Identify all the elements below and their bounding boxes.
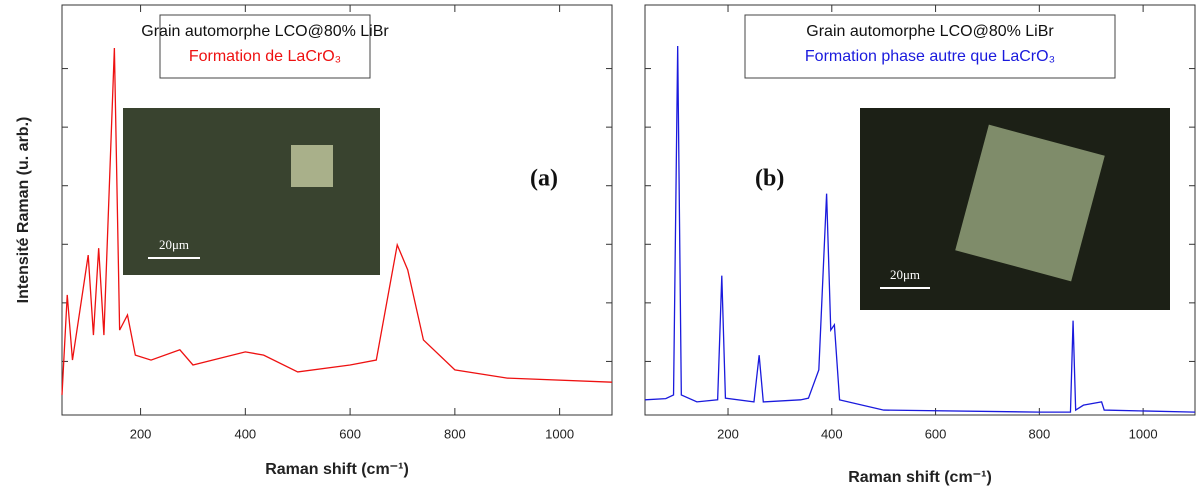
x-tick-label: 800 <box>444 426 466 441</box>
x-tick-label: 200 <box>717 426 739 441</box>
spectrum-line <box>644 45 1196 413</box>
legend-subtitle: Formation de LaCrO₃ <box>189 48 341 65</box>
plot-frame <box>644 4 1196 416</box>
x-tick-label: 800 <box>1028 426 1050 441</box>
legend-title: Grain automorphe LCO@80% LiBr <box>141 23 389 40</box>
legend-title: Grain automorphe LCO@80% LiBr <box>806 23 1054 40</box>
panel-label: (b) <box>755 166 784 192</box>
x-tick-label: 1000 <box>545 426 574 441</box>
micrograph <box>123 108 380 275</box>
legend-subtitle: Formation phase autre que LaCrO₃ <box>805 48 1055 65</box>
y-axis-label: Intensité Raman (u. arb.) <box>15 117 32 304</box>
panel-label: (a) <box>530 166 558 192</box>
spectrum-line <box>61 48 613 395</box>
plot-frame <box>61 4 613 416</box>
scale-label: 20μm <box>159 237 189 252</box>
x-tick-label: 400 <box>234 426 256 441</box>
legend-box <box>159 14 371 79</box>
x-axis-label: Raman shift (cm⁻¹) <box>848 469 992 486</box>
grain <box>291 145 333 187</box>
x-axis-label: Raman shift (cm⁻¹) <box>265 461 409 478</box>
x-tick-label: 1000 <box>1129 426 1158 441</box>
grain <box>955 124 1105 282</box>
legend-box <box>744 14 1116 79</box>
x-tick-label: 600 <box>339 426 361 441</box>
x-tick-label: 400 <box>821 426 843 441</box>
scale-label: 20μm <box>890 267 920 282</box>
x-tick-label: 200 <box>130 426 152 441</box>
x-tick-label: 600 <box>925 426 947 441</box>
